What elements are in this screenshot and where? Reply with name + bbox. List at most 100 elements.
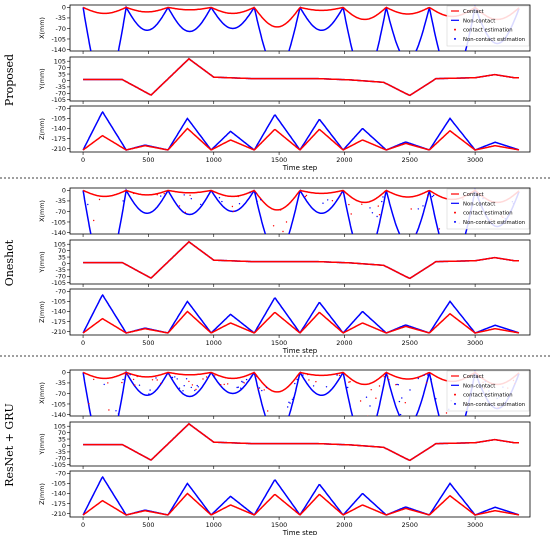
estimation-point [401,397,403,399]
estimation-point [423,374,425,376]
estimation-point [205,376,208,378]
estimation-point [327,199,329,201]
plot-frame [69,421,531,467]
estimation-point [399,413,402,416]
estimation-point [438,228,441,230]
y-tick-label: -140 [51,308,66,316]
plot-frame [69,369,531,417]
estimation-point [169,374,171,377]
estimation-point [151,379,154,381]
estimation-point [108,409,110,411]
estimation-point [260,199,262,201]
estimation-point [202,378,204,380]
y-tick-label: 35 [58,253,66,261]
series-non-contact [83,422,519,462]
y-tick-label: -105 [51,400,66,408]
data-layer [83,57,519,97]
estimation-point [412,420,413,421]
x-tick-label: 3000 [467,521,483,529]
y-axis-label: X(mm) [38,382,46,404]
series-non-contact [82,5,520,51]
legend-swatch [454,211,456,214]
y-tick-label: -70 [56,208,66,216]
estimation-point [124,374,127,376]
x-tick-label: 3000 [467,339,483,347]
legend-swatch [454,37,456,40]
data-layer [82,110,520,151]
x-tick-label: 2000 [336,339,352,347]
estimation-point [112,415,113,416]
y-axis-label: Z(mm) [38,483,46,505]
estimation-point [265,386,268,389]
series-contact [82,492,520,516]
y-tick-label: 0 [62,260,66,268]
estimation-point [220,384,222,386]
x-tick-label: 2000 [336,156,352,164]
estimation-point [382,196,384,198]
estimation-point [427,194,429,196]
estimation-point [115,410,117,412]
plot-frame [69,288,531,336]
estimation-point [242,381,244,383]
y-tick-label: -140 [51,125,66,133]
estimation-point [395,384,397,386]
estimation-point [410,208,412,210]
estimation-point [376,215,378,218]
estimation-point [196,384,198,387]
estimation-point [361,427,362,428]
legend-label: Contact [463,192,484,198]
y-axis-label: X(mm) [38,200,46,222]
estimation-point [163,193,165,195]
estimation-point [255,192,257,194]
estimation-point [296,378,298,381]
estimation-point [404,402,406,404]
estimation-point [121,381,123,384]
y-tick-label: 70 [58,429,66,437]
estimation-point [132,378,135,381]
estimation-point [417,377,419,380]
series-contact [83,240,519,280]
estimation-point [271,242,272,243]
x-tick-label: 2000 [336,521,352,529]
method-label: Oneshot [3,239,16,286]
estimation-point [129,374,131,376]
estimation-point [188,380,190,383]
estimation-point [155,377,157,379]
legend-label: contact estimation [463,28,513,34]
axes-x: 0 -35 -70 -105 -140 X(mm) Contact Non-contact co… [38,369,531,440]
x-tick-label: 0 [81,156,85,164]
estimation-point [435,398,437,400]
series-contact [82,371,520,393]
plot-frame [69,56,531,102]
estimation-point [214,375,216,377]
estimation-point [182,390,184,392]
plot-frame [69,187,531,235]
estimation-point [156,379,158,381]
panel-resnet-gru: ResNet + GRU0-35-70-105-140X(mm)ContactN… [3,369,531,535]
estimation-point [111,439,112,440]
estimation-point [136,375,138,378]
data-layer [82,188,520,243]
y-tick-label: 0 [62,187,66,195]
estimation-point [396,383,398,386]
estimation-point [298,191,301,194]
y-axis-label: Y(mm) [38,68,46,90]
y-tick-label: -140 [51,411,66,419]
y-tick-label: 70 [58,64,66,72]
estimation-point [122,200,124,202]
x-tick-label: 1500 [271,521,287,529]
estimation-point [397,384,399,386]
estimation-point [365,396,368,398]
legend-label: contact estimation [463,211,513,217]
y-tick-label: -175 [51,135,66,143]
estimation-point [350,213,352,215]
y-tick-label: -210 [51,510,66,518]
y-axis-label: X(mm) [38,17,46,39]
y-tick-label: 105 [54,58,66,66]
y-tick-label: 35 [58,435,66,443]
estimation-point [241,380,243,383]
estimation-point [88,403,90,405]
series-contact [83,422,519,462]
estimation-point [431,195,434,198]
